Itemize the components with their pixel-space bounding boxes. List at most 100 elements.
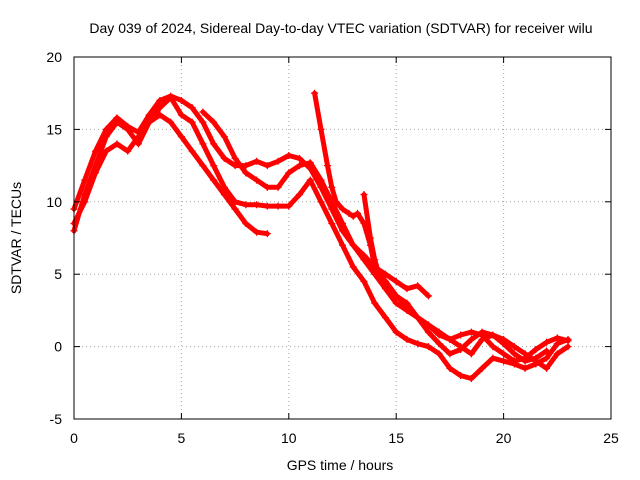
data-point	[403, 335, 411, 343]
data-point	[134, 128, 142, 136]
data-point	[231, 205, 239, 213]
data-point	[210, 162, 218, 170]
x-axis-title: GPS time / hours	[287, 457, 394, 473]
series-track-1	[70, 94, 572, 382]
data-point	[231, 154, 239, 162]
data-point	[199, 140, 207, 148]
data-point	[360, 251, 368, 259]
series-track-4	[199, 108, 572, 365]
data-point	[167, 118, 175, 126]
data-point	[532, 345, 540, 353]
data-point	[381, 270, 389, 278]
data-point	[317, 198, 325, 206]
data-point	[521, 364, 529, 372]
data-point	[381, 277, 389, 285]
data-point	[199, 108, 207, 116]
data-point	[167, 92, 175, 100]
y-tick-label: 0	[54, 339, 62, 355]
data-point	[306, 176, 314, 184]
data-point	[435, 350, 443, 358]
data-point	[446, 364, 454, 372]
data-point	[424, 343, 432, 351]
data-point	[91, 169, 99, 177]
data-point	[220, 133, 228, 141]
series-line	[200, 109, 571, 364]
data-point	[274, 183, 282, 191]
data-point	[220, 191, 228, 199]
data-point	[543, 364, 551, 372]
data-point	[424, 292, 432, 300]
data-point	[354, 209, 362, 217]
data-point	[489, 354, 497, 362]
data-point	[274, 202, 282, 210]
data-point	[296, 154, 304, 162]
series-track-2	[70, 111, 271, 238]
data-point	[199, 162, 207, 170]
data-point	[435, 331, 443, 339]
data-point	[375, 270, 383, 278]
y-tick-label: 10	[46, 194, 62, 210]
data-point	[113, 140, 121, 148]
data-point	[253, 157, 261, 165]
data-point	[188, 104, 196, 112]
data-point	[414, 314, 422, 322]
data-point	[242, 220, 250, 228]
data-point	[457, 331, 465, 339]
data-point	[564, 337, 572, 345]
data-point	[263, 202, 271, 210]
x-tick-label: 20	[496, 430, 512, 446]
data-point	[339, 241, 346, 249]
series-track-6	[360, 191, 551, 365]
data-point	[446, 335, 454, 343]
data-point	[317, 176, 325, 184]
data-point	[81, 176, 89, 184]
data-point	[188, 147, 196, 155]
data-point	[532, 354, 540, 362]
data-point	[366, 234, 374, 242]
data-point	[467, 350, 475, 358]
data-point	[199, 118, 207, 126]
grid-lines	[74, 57, 611, 419]
data-point	[242, 169, 250, 177]
data-point	[306, 159, 314, 167]
data-point	[317, 125, 325, 133]
data-point	[392, 292, 400, 300]
data-point	[467, 328, 475, 336]
data-point	[478, 364, 486, 372]
data-point	[543, 338, 551, 346]
data-point	[145, 111, 153, 119]
data-point	[253, 176, 261, 184]
data-point	[403, 285, 411, 293]
data-point	[210, 176, 218, 184]
data-point	[124, 147, 132, 155]
data-point	[177, 133, 185, 141]
data-point	[446, 350, 454, 358]
data-point	[414, 340, 422, 348]
data-point	[349, 263, 357, 271]
data-point	[274, 157, 282, 165]
data-point	[242, 201, 250, 209]
data-point	[414, 282, 422, 290]
data-point	[285, 169, 293, 177]
data-point	[263, 162, 271, 170]
data-point	[543, 354, 551, 362]
data-point	[263, 183, 271, 191]
data-point	[360, 191, 368, 199]
x-tick-label: 10	[281, 430, 297, 446]
data-point	[403, 299, 411, 307]
series-track-5	[311, 89, 432, 300]
y-tick-label: -5	[50, 411, 63, 427]
data-point	[392, 299, 400, 307]
data-point	[323, 162, 331, 170]
data-point	[345, 209, 353, 217]
series-layer	[70, 89, 572, 382]
data-point	[371, 256, 379, 264]
data-point	[457, 345, 465, 353]
data-point	[371, 299, 379, 307]
plot-frame	[73, 56, 612, 420]
data-point	[349, 241, 357, 249]
y-tick-label: 15	[46, 121, 62, 137]
x-tick-label: 25	[603, 430, 619, 446]
data-point	[177, 111, 185, 119]
y-tick-label: 20	[46, 49, 62, 65]
